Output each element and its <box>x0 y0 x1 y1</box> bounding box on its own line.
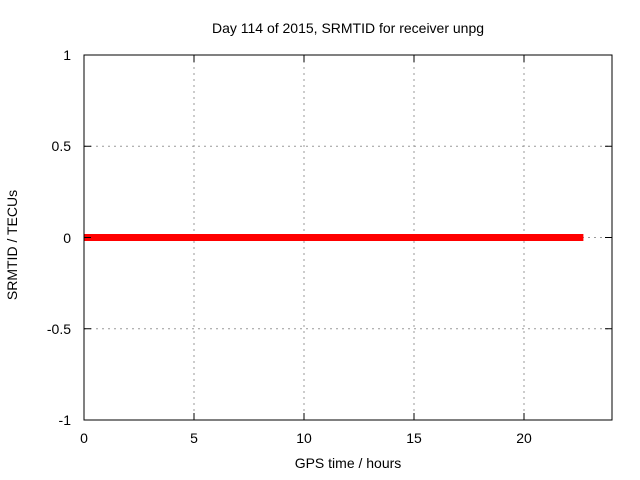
y-axis-label: SRMTID / TECUs <box>4 189 20 301</box>
x-tick-label: 20 <box>516 430 532 446</box>
x-axis-label: GPS time / hours <box>294 455 402 471</box>
x-tick-label: 10 <box>296 430 312 446</box>
y-tick-label: -0.5 <box>46 320 71 337</box>
y-tick-label: -1 <box>58 412 71 428</box>
x-tick-label: 5 <box>190 430 198 446</box>
y-tick-label: 0.5 <box>51 138 71 155</box>
chart-title: Day 114 of 2015, SRMTID for receiver unp… <box>211 20 485 36</box>
y-tick-label: 0 <box>63 229 71 246</box>
x-tick-label: 15 <box>406 430 422 446</box>
y-tick-label: 1 <box>63 47 71 63</box>
x-tick-label: 0 <box>80 430 88 446</box>
